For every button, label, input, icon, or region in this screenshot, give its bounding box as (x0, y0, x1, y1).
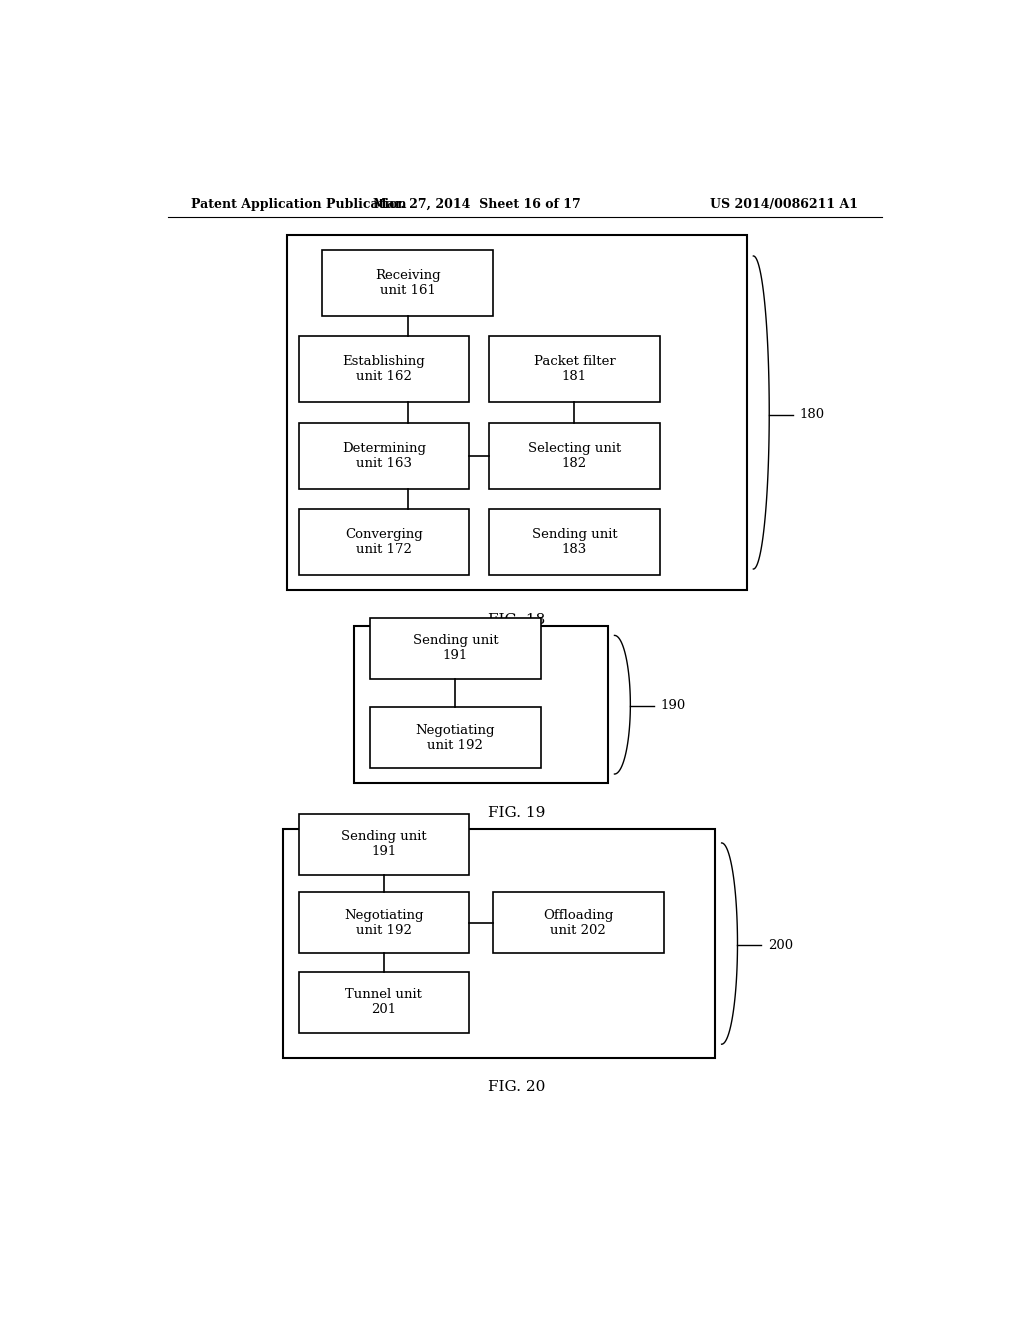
Bar (489, 510, 659, 576)
Bar (299, 337, 469, 403)
Bar (489, 422, 659, 488)
Bar (323, 249, 494, 315)
Bar (489, 337, 659, 403)
Text: FIG. 18: FIG. 18 (488, 612, 546, 627)
Text: Tunnel unit
201: Tunnel unit 201 (345, 987, 422, 1016)
Text: Sending unit
191: Sending unit 191 (341, 830, 427, 858)
Bar (370, 618, 541, 678)
Bar (287, 235, 748, 590)
Text: 200: 200 (768, 939, 793, 952)
Text: Negotiating
unit 192: Negotiating unit 192 (416, 723, 496, 752)
Bar (354, 626, 608, 784)
Text: Establishing
unit 162: Establishing unit 162 (343, 355, 425, 383)
Bar (283, 829, 715, 1057)
Text: 180: 180 (800, 408, 824, 421)
Text: Selecting unit
182: Selecting unit 182 (527, 442, 621, 470)
Text: Mar. 27, 2014  Sheet 16 of 17: Mar. 27, 2014 Sheet 16 of 17 (374, 198, 581, 211)
Text: 190: 190 (660, 700, 686, 713)
Text: Converging
unit 172: Converging unit 172 (345, 528, 423, 556)
Bar (299, 422, 469, 488)
Bar (370, 708, 541, 768)
Bar (299, 892, 469, 953)
Text: Offloading
unit 202: Offloading unit 202 (543, 908, 613, 937)
Text: Sending unit
183: Sending unit 183 (531, 528, 617, 556)
Text: Packet filter
181: Packet filter 181 (534, 355, 615, 383)
Text: US 2014/0086211 A1: US 2014/0086211 A1 (710, 198, 858, 211)
Text: FIG. 20: FIG. 20 (488, 1080, 546, 1094)
Bar (299, 972, 469, 1032)
Bar (494, 892, 664, 953)
Bar (299, 510, 469, 576)
Text: Receiving
unit 161: Receiving unit 161 (375, 269, 440, 297)
Text: Determining
unit 163: Determining unit 163 (342, 442, 426, 470)
Text: Negotiating
unit 192: Negotiating unit 192 (344, 908, 424, 937)
Text: Patent Application Publication: Patent Application Publication (191, 198, 407, 211)
Bar (299, 814, 469, 875)
Text: Sending unit
191: Sending unit 191 (413, 635, 498, 663)
Text: FIG. 19: FIG. 19 (488, 805, 546, 820)
